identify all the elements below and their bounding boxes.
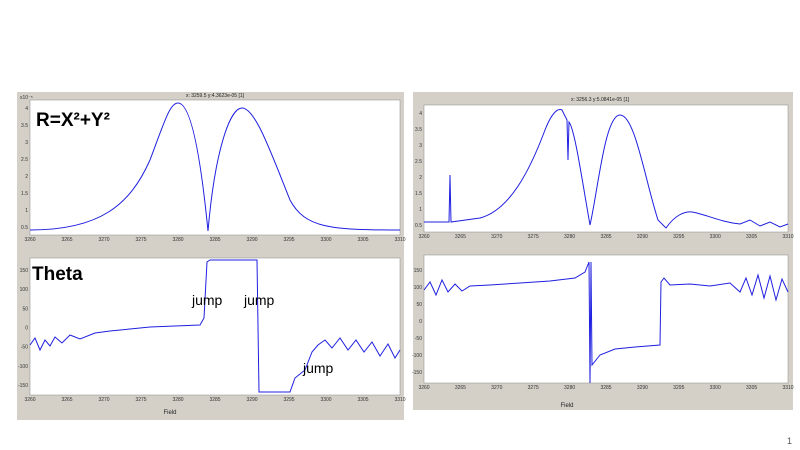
x-tick-label: 3270 [491,385,502,391]
x-tick-label: 3285 [600,385,611,391]
y-tick-label: 1.5 [415,191,422,197]
panel-label: Theta [32,264,83,285]
y-tick-label: -100 [412,353,422,359]
y-tick-label: 100 [414,285,423,291]
y-tick-label: -100 [18,364,28,370]
y-tick-label: 2 [25,174,28,180]
y-tick-label: 4 [25,106,28,112]
panel-label: R=X²+Y² [36,110,110,131]
x-tick-label: 3300 [710,234,721,240]
x-tick-label: 3270 [98,237,109,243]
x-tick-label: 3290 [637,234,648,240]
y-tick-label: 2.5 [21,157,28,163]
annotation: jump [243,292,275,308]
y-tick-label: 50 [22,306,28,312]
y-tick-label: 3 [419,143,422,149]
x-tick-label: 3270 [98,397,109,403]
x-tick-label: 3310 [782,385,793,391]
x-tick-label: 3260 [418,385,429,391]
y-tick-label: 50 [416,302,422,308]
x-tick-label: 3300 [320,237,331,243]
x-tick-label: 3265 [455,385,466,391]
x-tick-label: 3265 [61,237,72,243]
x-tick-label: 3265 [61,397,72,403]
y-tick-label: 2.5 [415,159,422,165]
y-tick-label: -50 [21,345,28,351]
x-tick-label: 3285 [600,234,611,240]
x-tick-label: 3295 [283,397,294,403]
y-tick-label: 2 [419,175,422,181]
x-tick-label: 3275 [135,397,146,403]
plot-area [29,257,401,396]
x-tick-label: 3300 [710,385,721,391]
x-tick-label: 3270 [491,234,502,240]
y-tick-label: 0.5 [21,225,28,231]
y-tick-label: 150 [20,268,29,274]
x-tick-label: 3295 [673,385,684,391]
x-tick-label: 3305 [746,385,757,391]
x-tick-label: 3290 [246,237,257,243]
x-tick-label: 3280 [172,237,183,243]
x-tick-label: 3310 [394,237,405,243]
x-tick-label: 3305 [357,397,368,403]
x-tick-label: 3260 [24,397,35,403]
annotation: jump [191,292,223,308]
x-tick-label: 3260 [24,237,35,243]
x-axis-label: Field [163,410,176,416]
x-tick-label: 3295 [283,237,294,243]
y-tick-label: -150 [412,370,422,376]
plot-area [423,104,789,233]
curve [29,259,401,393]
curve [29,102,401,232]
y-tick-label: 3.5 [21,123,28,129]
curve [424,109,789,229]
y-tick-label: 3 [25,140,28,146]
x-tick-label: 3295 [673,234,684,240]
y-tick-label: 0 [25,326,28,332]
plot-area [423,254,789,384]
x-tick-label: 3310 [394,397,405,403]
y-tick-label: 1 [419,207,422,213]
x-tick-label: 3305 [746,234,757,240]
x-tick-label: 3290 [246,397,257,403]
plot-header: x: 3259.5 y:4.3623e-05 [1] [186,93,245,99]
x-tick-label: 3305 [357,237,368,243]
x-tick-label: 3275 [135,237,146,243]
x-tick-label: 3275 [528,234,539,240]
y-tick-label: 3.5 [415,127,422,133]
x-tick-label: 3260 [418,234,429,240]
x-tick-label: 3300 [320,397,331,403]
y-tick-label: 100 [20,287,29,293]
plot-header: x: 3256.3 y:5.0841e-05 [1] [571,97,630,103]
page-number: 1 [787,436,792,446]
y-tick-label: 150 [414,268,423,274]
x-tick-label: 3285 [209,237,220,243]
y-tick-label: 1.5 [21,191,28,197]
x-tick-label: 3275 [528,385,539,391]
x-axis-label: Field [560,403,573,409]
y-tick-label: 1 [25,208,28,214]
curve [423,261,789,384]
x-tick-label: 3280 [564,385,575,391]
y-tick-label: -150 [18,383,28,389]
x-tick-label: 3285 [209,397,220,403]
x-tick-label: 3280 [564,234,575,240]
y-tick-label: 0 [419,319,422,325]
x-tick-label: 3310 [782,234,793,240]
exponent: x10⁻⁵ [20,95,33,101]
x-tick-label: 3265 [455,234,466,240]
x-tick-label: 3280 [172,397,183,403]
y-tick-label: 0.5 [415,223,422,229]
plot-area [29,99,401,236]
y-tick-label: 4 [419,111,422,117]
x-tick-label: 3290 [637,385,648,391]
annotation: jump [302,360,334,376]
y-tick-label: -50 [415,336,422,342]
